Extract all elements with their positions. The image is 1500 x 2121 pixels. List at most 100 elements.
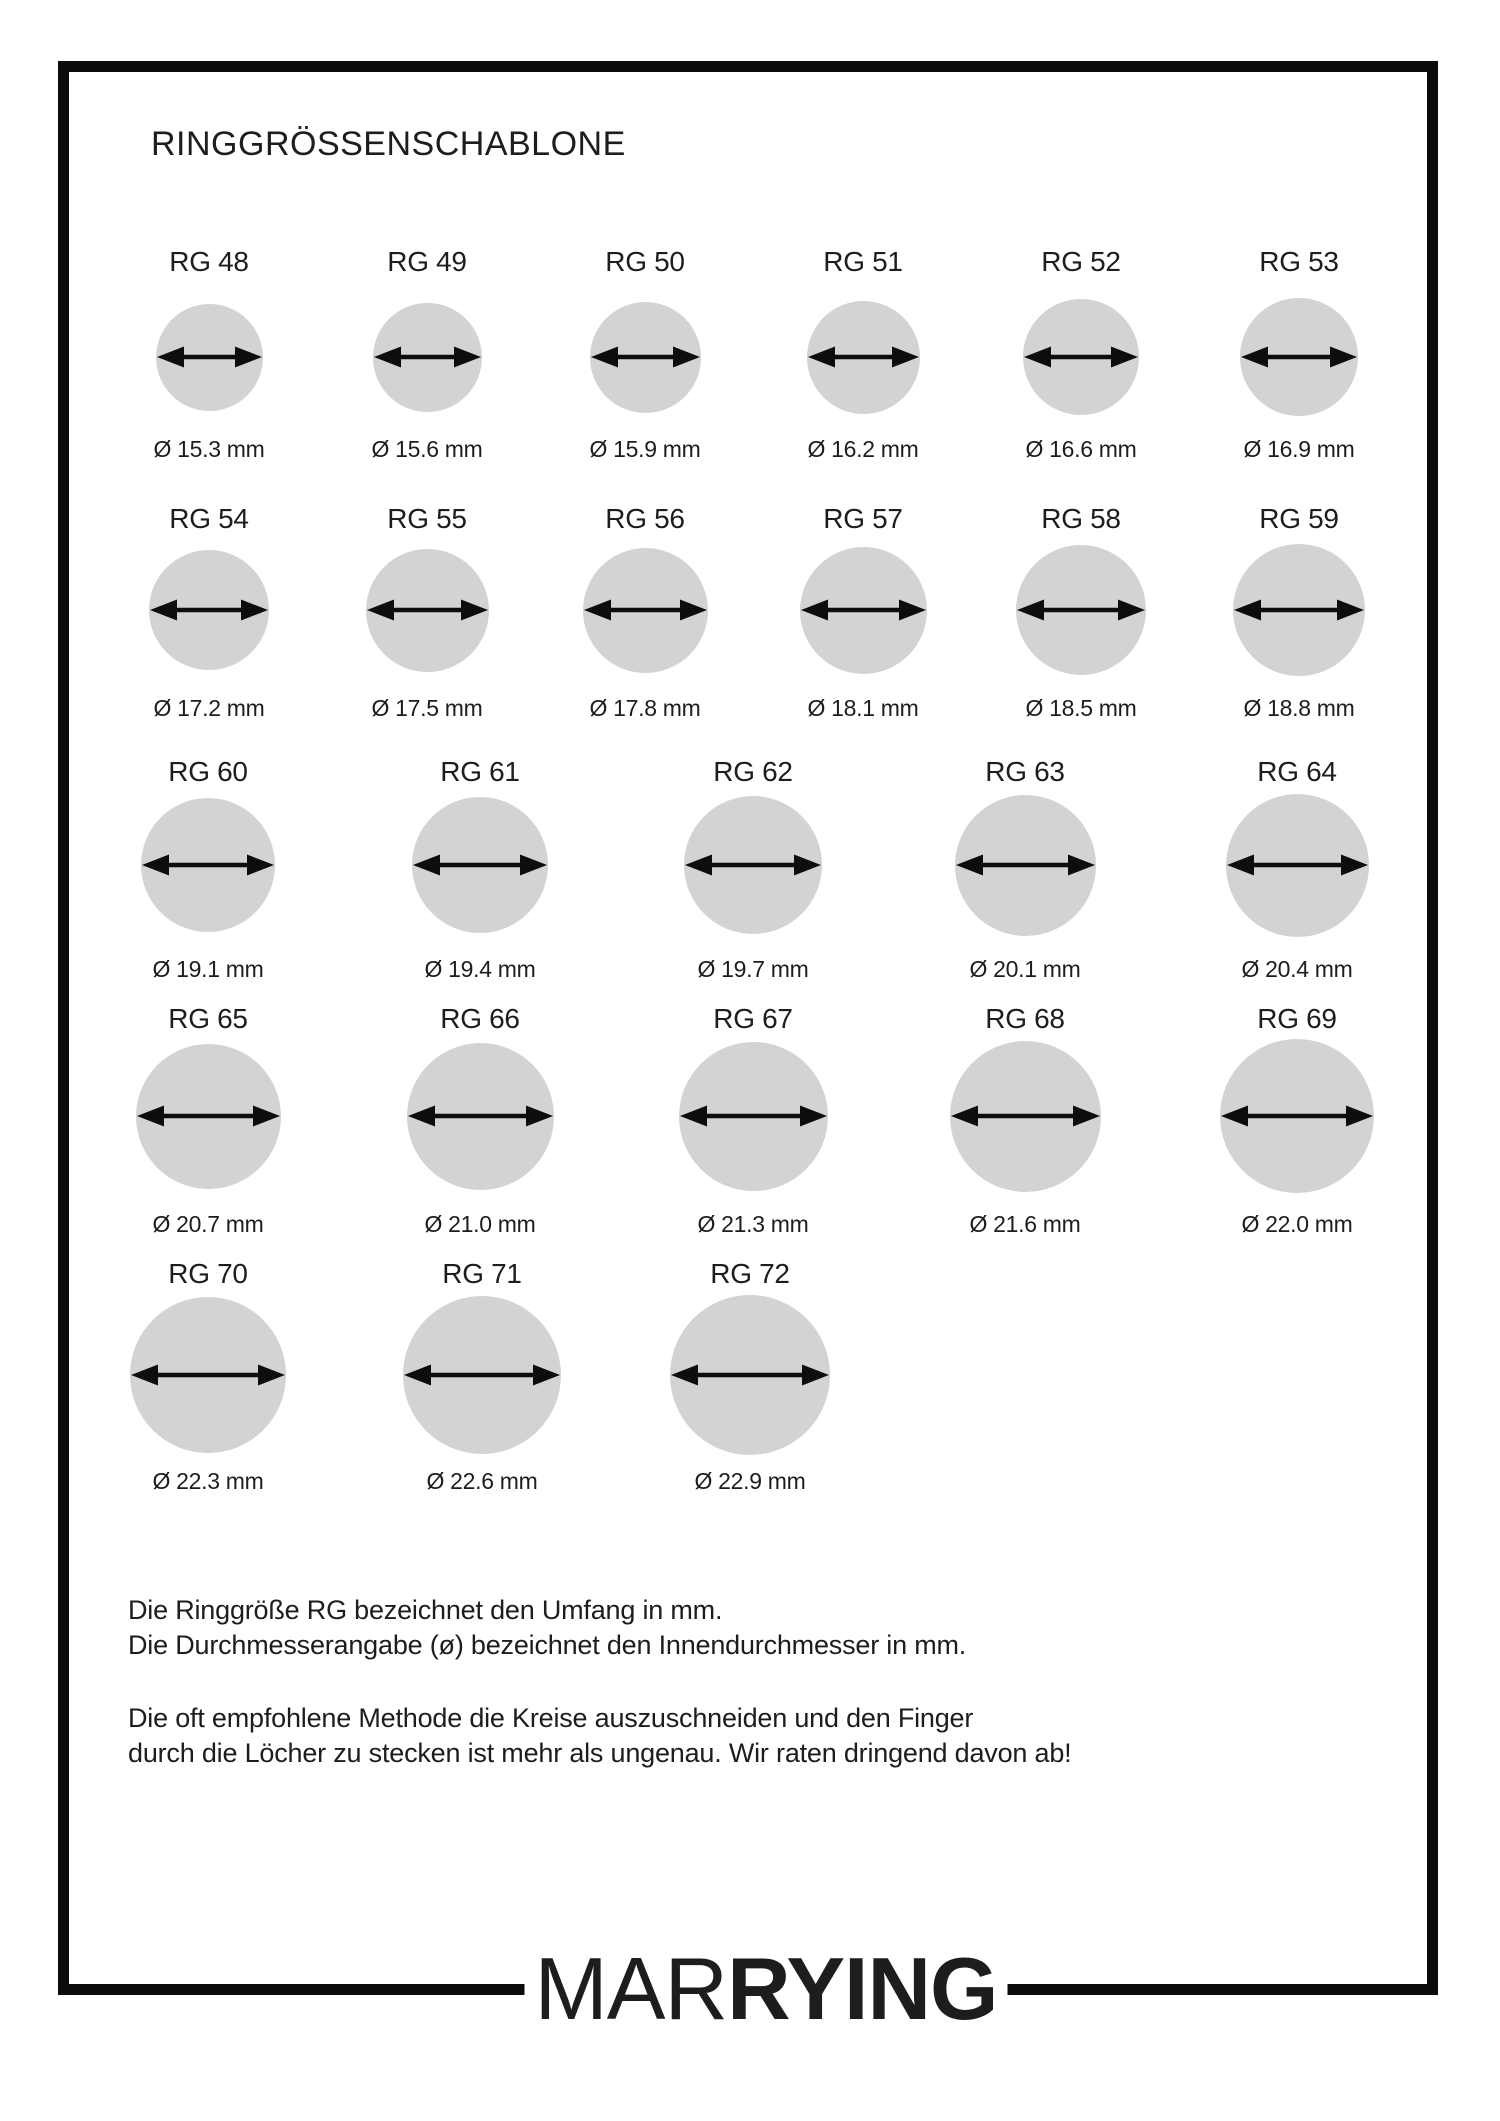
ring-circle [954, 794, 1096, 936]
ring-circle [412, 797, 548, 933]
ring-size-label: RG 67 [713, 1003, 793, 1034]
ring-diameter-label: Ø 18.8 mm [1243, 695, 1355, 721]
diameter-arrow-icon [800, 599, 926, 621]
ring-circle [806, 300, 920, 414]
ring-circle [403, 1296, 561, 1454]
ring-size-label: RG 72 [710, 1258, 790, 1289]
ring-diameter-label: Ø 18.1 mm [807, 695, 919, 721]
ring-size-label: RG 51 [823, 246, 903, 277]
ring-circle [141, 798, 275, 932]
marrying-logo: MARRYING [524, 1945, 1008, 2033]
logo-text-light: MAR [534, 1939, 729, 2038]
diameter-arrow-icon [407, 1105, 553, 1127]
ring-size-label: RG 48 [169, 246, 249, 277]
diameter-arrow-icon [1234, 599, 1364, 621]
ring-circle [130, 1297, 286, 1453]
diameter-arrow-icon [950, 1105, 1100, 1127]
diameter-arrow-icon [1241, 346, 1357, 368]
ring-diameter-label: Ø 16.6 mm [1025, 436, 1137, 462]
note-line: durch die Löcher zu stecken ist mehr als… [128, 1738, 1072, 1768]
note-line: Die oft empfohlene Methode die Kreise au… [128, 1703, 974, 1733]
ring-size-label: RG 49 [387, 246, 467, 277]
ring-circle [155, 303, 263, 411]
ring-circle [684, 796, 822, 934]
ring-circle [589, 301, 701, 413]
ring-diameter-label: Ø 20.1 mm [969, 956, 1081, 982]
diameter-arrow-icon [142, 854, 274, 876]
ring-circle [678, 1041, 828, 1191]
ring-diameter-label: Ø 20.7 mm [152, 1211, 264, 1237]
ring-diameter-label: Ø 17.5 mm [371, 695, 483, 721]
ring-diameter-label: Ø 21.3 mm [697, 1211, 809, 1237]
ring-circle [949, 1040, 1101, 1192]
ring-diameter-label: Ø 15.3 mm [153, 436, 265, 462]
page-title: RINGGRÖSSENSCHABLONE [151, 125, 626, 163]
diameter-arrow-icon [1221, 1105, 1373, 1127]
ring-size-label: RG 71 [442, 1258, 522, 1289]
ring-diameter-label: Ø 17.8 mm [589, 695, 701, 721]
ring-diameter-label: Ø 19.1 mm [152, 956, 264, 982]
ring-diameter-label: Ø 22.9 mm [694, 1468, 806, 1494]
ring-circle [1225, 793, 1369, 937]
ring-circle [1016, 545, 1146, 675]
ring-circle [372, 302, 482, 412]
ring-circle [799, 546, 927, 674]
diameter-arrow-icon [671, 1364, 829, 1386]
diameter-arrow-icon [1226, 854, 1368, 876]
diameter-arrow-icon [373, 346, 481, 368]
ring-size-label: RG 64 [1257, 756, 1337, 787]
ring-size-label: RG 68 [985, 1003, 1065, 1034]
ring-diameter-label: Ø 21.6 mm [969, 1211, 1081, 1237]
diameter-arrow-icon [679, 1105, 827, 1127]
ring-size-label: RG 52 [1041, 246, 1121, 277]
diameter-arrow-icon [366, 599, 488, 621]
ring-diameter-label: Ø 15.9 mm [589, 436, 701, 462]
ring-diameter-label: Ø 19.7 mm [697, 956, 809, 982]
note-line: Die Ringgröße RG bezeichnet den Umfang i… [128, 1595, 723, 1625]
ring-diameter-label: Ø 16.9 mm [1243, 436, 1355, 462]
ring-size-label: RG 54 [169, 503, 249, 534]
ring-size-label: RG 59 [1259, 503, 1339, 534]
diameter-arrow-icon [131, 1364, 285, 1386]
note-line: Die Durchmesserangabe (ø) bezeichnet den… [128, 1630, 967, 1660]
ring-diameter-label: Ø 18.5 mm [1025, 695, 1137, 721]
ring-circle [1233, 544, 1365, 676]
ring-diameter-label: Ø 21.0 mm [424, 1211, 536, 1237]
diameter-arrow-icon [1017, 599, 1145, 621]
diameter-arrow-icon [404, 1364, 560, 1386]
ring-circle [670, 1295, 830, 1455]
ring-size-label: RG 62 [713, 756, 793, 787]
ring-circle [1240, 298, 1358, 416]
notes-paragraph-warning: Die oft empfohlene Methode die Kreise au… [128, 1701, 1072, 1771]
ring-circle [1220, 1039, 1374, 1193]
ring-size-label: RG 53 [1259, 246, 1339, 277]
diameter-arrow-icon [685, 854, 821, 876]
ring-diameter-label: Ø 22.0 mm [1241, 1211, 1353, 1237]
ring-circle [149, 550, 269, 670]
ring-size-label: RG 57 [823, 503, 903, 534]
ring-size-label: RG 65 [168, 1003, 248, 1034]
diameter-arrow-icon [150, 599, 268, 621]
ring-size-label: RG 63 [985, 756, 1065, 787]
notes-paragraph-definitions: Die Ringgröße RG bezeichnet den Umfang i… [128, 1593, 966, 1663]
ring-diameter-label: Ø 22.6 mm [426, 1468, 538, 1494]
logo-text-bold: RYING [727, 1939, 998, 2038]
ring-size-label: RG 58 [1041, 503, 1121, 534]
ring-circle [582, 547, 708, 673]
ring-diameter-label: Ø 19.4 mm [424, 956, 536, 982]
ring-size-label: RG 69 [1257, 1003, 1337, 1034]
ring-size-label: RG 66 [440, 1003, 520, 1034]
diameter-arrow-icon [807, 346, 919, 368]
diameter-arrow-icon [590, 346, 700, 368]
ring-size-label: RG 61 [440, 756, 520, 787]
ring-diameter-label: Ø 16.2 mm [807, 436, 919, 462]
diameter-arrow-icon [413, 854, 547, 876]
ring-circle [1023, 299, 1139, 415]
ring-circle [135, 1043, 281, 1189]
ring-size-label: RG 56 [605, 503, 685, 534]
diameter-arrow-icon [583, 599, 707, 621]
ring-size-label: RG 50 [605, 246, 685, 277]
ring-circle [406, 1042, 554, 1190]
diameter-arrow-icon [1024, 346, 1138, 368]
